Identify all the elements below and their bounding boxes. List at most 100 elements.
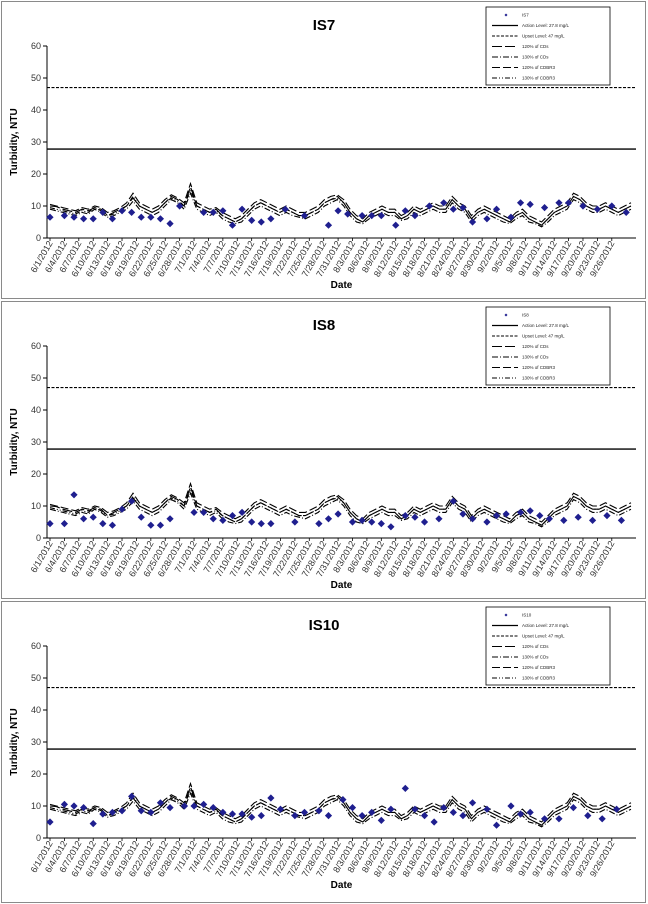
- legend-label: Upset Level: 47 mg/L: [522, 334, 565, 339]
- legend-label: 120% of CDBR3: [522, 65, 556, 70]
- data-point: [420, 518, 429, 526]
- legend-label: 130% of CDBR3: [522, 76, 556, 81]
- data-point: [60, 520, 69, 528]
- data-point: [209, 515, 217, 523]
- data-point: [425, 202, 433, 210]
- y-tick-label: 20: [31, 469, 41, 479]
- data-point: [401, 207, 409, 215]
- data-point: [420, 812, 429, 820]
- y-tick-label: 20: [31, 169, 41, 179]
- data-point: [238, 810, 246, 818]
- data-point: [584, 812, 592, 820]
- x-axis-label: Date: [331, 880, 353, 891]
- data-point: [622, 208, 630, 216]
- data-point: [89, 820, 97, 828]
- data-point: [99, 520, 107, 528]
- x-axis-label: Date: [331, 280, 353, 291]
- data-point: [118, 807, 126, 815]
- series-line-3: [49, 181, 632, 223]
- data-point: [598, 815, 606, 823]
- legend-label: 120% of CDs: [522, 44, 549, 49]
- data-point: [440, 199, 448, 207]
- legend-label: 130% of CDs: [522, 355, 549, 360]
- data-point: [540, 204, 549, 212]
- data-point: [219, 207, 227, 215]
- chart-title: IS8: [313, 317, 336, 334]
- data-point: [248, 518, 256, 526]
- data-point: [190, 802, 198, 810]
- chart-title: IS7: [313, 17, 336, 34]
- legend-label: Action Level: 27.8 mg/L: [522, 623, 570, 628]
- series-line-2: [49, 791, 632, 828]
- data-point: [118, 207, 126, 215]
- data-point: [430, 818, 438, 826]
- data-point: [368, 212, 376, 220]
- data-point: [267, 794, 275, 802]
- chart-panel-is10: IS10 0 10 20 30 40 50 60 Turbidity, NTU 6/1/2012 6…: [1, 601, 646, 903]
- data-point: [507, 213, 515, 221]
- chart-title: IS10: [309, 617, 340, 634]
- data-point: [555, 199, 563, 207]
- data-point: [108, 521, 117, 529]
- legend-label: 130% of CDBR3: [522, 676, 556, 681]
- data-point: [368, 518, 376, 526]
- data-point: [617, 516, 625, 524]
- data-point: [377, 816, 385, 824]
- data-point: [156, 521, 165, 529]
- y-tick-label: 50: [31, 73, 41, 83]
- data-point: [516, 199, 525, 207]
- legend-label: 130% of CDs: [522, 655, 549, 660]
- legend-label: 120% of CDBR3: [522, 665, 556, 670]
- y-tick-label: 10: [31, 801, 41, 811]
- legend-marker: [504, 613, 508, 617]
- data-point: [579, 202, 587, 210]
- data-point: [300, 212, 309, 220]
- y-tick-label: 10: [31, 201, 41, 211]
- data-point: [459, 812, 467, 820]
- y-tick-label: 50: [31, 673, 41, 683]
- data-point: [387, 805, 395, 813]
- data-point: [219, 808, 227, 816]
- data-point: [137, 513, 145, 521]
- data-point: [348, 804, 357, 812]
- data-point: [248, 813, 256, 821]
- data-point: [411, 805, 419, 813]
- data-point: [209, 804, 217, 812]
- data-point: [411, 212, 419, 220]
- legend-label: Action Level: 27.8 mg/L: [522, 323, 570, 328]
- legend-label: 130% of CDs: [522, 55, 549, 60]
- data-point: [156, 799, 165, 807]
- data-point: [593, 205, 601, 213]
- legend-label: IS7: [522, 13, 529, 18]
- data-point: [526, 507, 534, 515]
- data-point: [238, 508, 246, 516]
- y-tick-label: 30: [31, 737, 41, 747]
- y-tick-label: 60: [31, 641, 41, 651]
- data-point: [507, 802, 515, 810]
- y-tick-label: 30: [31, 137, 41, 147]
- data-point: [180, 802, 189, 810]
- data-point: [70, 802, 78, 810]
- data-point: [540, 815, 549, 823]
- y-tick-label: 30: [31, 437, 41, 447]
- series-line-2: [49, 191, 632, 228]
- y-tick-label: 0: [36, 833, 41, 843]
- y-tick-label: 40: [31, 405, 41, 415]
- data-point: [118, 505, 126, 513]
- data-point: [60, 212, 69, 220]
- data-point: [324, 221, 333, 229]
- y-axis-label: Turbidity, NTU: [9, 708, 20, 775]
- data-point: [147, 213, 155, 221]
- data-point: [588, 516, 597, 524]
- data-point: [459, 204, 467, 212]
- data-point: [377, 520, 385, 528]
- data-point: [401, 784, 409, 792]
- data-point: [344, 210, 352, 218]
- data-point: [80, 515, 88, 523]
- data-point: [257, 520, 265, 528]
- data-point: [228, 221, 237, 229]
- series-line-4: [49, 188, 632, 226]
- y-tick-label: 60: [31, 41, 41, 51]
